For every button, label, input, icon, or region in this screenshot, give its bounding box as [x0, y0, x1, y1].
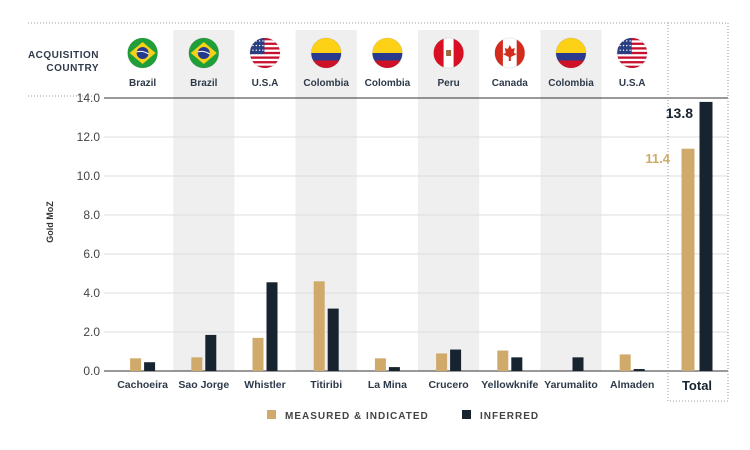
- bar-measured-indicated-yellowknife: [497, 350, 509, 371]
- country-label: Colombia: [303, 78, 349, 89]
- y-tick-label: 2.0: [83, 325, 100, 339]
- country-label: Peru: [437, 78, 459, 89]
- country-label: Colombia: [548, 78, 594, 89]
- y-tick-label: 4.0: [83, 286, 100, 300]
- country-labels: Brazil Brazil U.S.A Colombia Colombia Peru Can…: [129, 78, 646, 89]
- brazil-flag-icon: [127, 37, 159, 69]
- country-label: U.S.A: [252, 78, 279, 89]
- bar-inferred-titiribi: [327, 308, 339, 371]
- bar-inferred-yellowknife: [511, 357, 523, 371]
- bar-measured-indicated-almaden: [619, 354, 631, 371]
- x-tick-label: Total: [682, 378, 712, 393]
- y-tick-label: 8.0: [83, 208, 100, 222]
- column-shade-7: [540, 30, 602, 371]
- y-tick-label: 6.0: [83, 247, 100, 261]
- country-label: Colombia: [365, 78, 411, 89]
- bar-inferred-cachoeira: [144, 362, 156, 371]
- x-tick-label: Crucero: [428, 379, 468, 391]
- y-tick-label: 0.0: [83, 364, 100, 378]
- country-label: Brazil: [190, 78, 217, 89]
- country-flags: [127, 37, 648, 69]
- bar-measured-indicated-titiribi: [313, 281, 325, 371]
- y-tick-label: 10.0: [77, 169, 101, 183]
- country-label: Canada: [492, 78, 529, 89]
- x-tick-label: Whistler: [244, 379, 285, 391]
- total-column-frame: [667, 22, 729, 402]
- legend-label-inferred: INFERRED: [480, 411, 539, 422]
- bar-inferred-yarumalito: [572, 357, 584, 371]
- x-axis-labels: Cachoeira Sao Jorge Whistler Titiribi La Min…: [117, 378, 712, 393]
- bar-measured-indicated-la-mina: [374, 358, 386, 371]
- canada-flag-icon: [494, 37, 526, 69]
- x-tick-label: Yellowknife: [481, 379, 538, 391]
- column-shading: [173, 30, 602, 371]
- usa-flag-icon: [249, 37, 281, 69]
- bar-measured-indicated-crucero: [436, 353, 448, 371]
- column-shade-1: [173, 30, 235, 371]
- x-tick-label: Sao Jorge: [178, 379, 229, 391]
- x-tick-label: Titiribi: [310, 379, 342, 391]
- column-shade-3: [295, 30, 357, 371]
- acquisition-country-label-line1: ACQUISITION: [28, 50, 99, 61]
- country-label: Brazil: [129, 78, 156, 89]
- total-mi-data-label: 11.4: [645, 151, 670, 166]
- column-shade-5: [418, 30, 480, 371]
- x-tick-label: Almaden: [610, 379, 654, 391]
- usa-flag-icon: [616, 37, 648, 69]
- country-label: U.S.A: [619, 78, 646, 89]
- bars: [130, 101, 713, 372]
- legend-swatch-measured-indicated: [267, 410, 276, 419]
- y-tick-label: 14.0: [77, 91, 101, 105]
- acquisition-country-label-line2: COUNTRY: [46, 63, 99, 74]
- bar-inferred-whistler: [266, 282, 278, 371]
- x-tick-label: La Mina: [368, 379, 407, 391]
- colombia-flag-icon: [555, 37, 587, 69]
- y-axis-ticks: 0.0 2.0 4.0 6.0 8.0 10.0 12.0 14.0: [77, 91, 101, 378]
- x-tick-label: Cachoeira: [117, 379, 168, 391]
- bar-inferred-total: [699, 101, 713, 372]
- bar-measured-indicated-whistler: [252, 337, 264, 371]
- bar-measured-indicated-sao-jorge: [191, 357, 203, 371]
- brazil-flag-icon: [188, 37, 220, 69]
- bar-inferred-almaden: [633, 369, 645, 371]
- bar-measured-indicated-cachoeira: [130, 358, 142, 371]
- bar-measured-indicated-total: [681, 148, 695, 371]
- bar-inferred-crucero: [450, 349, 462, 371]
- colombia-flag-icon: [371, 37, 403, 69]
- bar-inferred-la-mina: [388, 367, 400, 371]
- colombia-flag-icon: [310, 37, 342, 69]
- x-tick-label: Yarumalito: [544, 379, 598, 391]
- legend-swatch-inferred: [462, 410, 471, 419]
- y-tick-label: 12.0: [77, 130, 101, 144]
- y-axis-title: Gold MoZ: [45, 201, 55, 243]
- total-inferred-data-label: 13.8: [666, 105, 693, 121]
- bar-inferred-sao-jorge: [205, 334, 217, 371]
- peru-flag-icon: [433, 37, 465, 69]
- legend-label-measured-indicated: MEASURED & INDICATED: [285, 411, 429, 422]
